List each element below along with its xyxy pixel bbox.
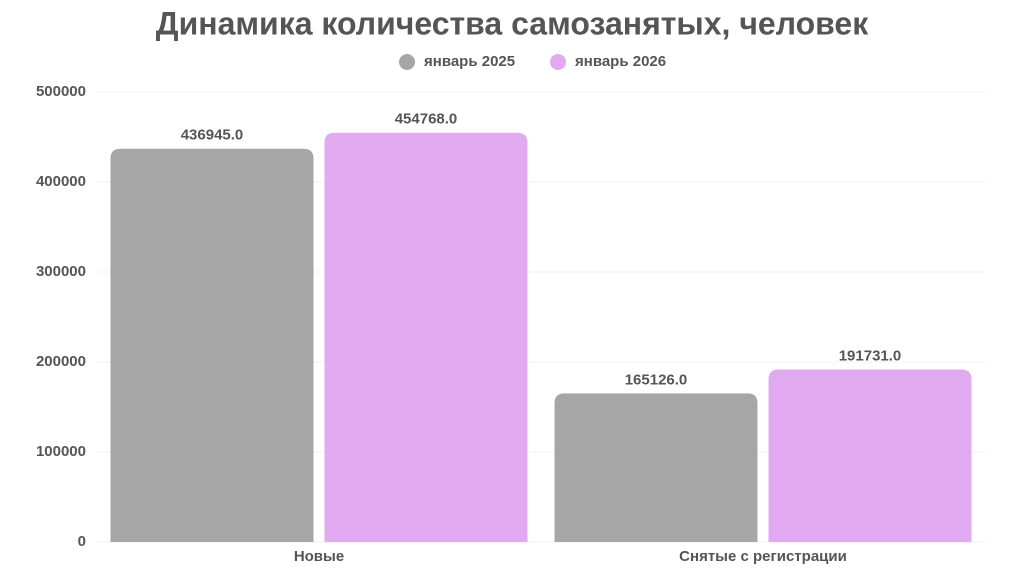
value-label: 454768.0: [395, 111, 458, 128]
legend-marker: [399, 54, 415, 70]
value-label: 165126.0: [625, 371, 688, 388]
y-tick-label: 0: [78, 533, 86, 550]
bar: [110, 148, 314, 542]
bar: [554, 393, 758, 542]
bar: [324, 132, 528, 542]
y-tick-label: 300000: [36, 263, 86, 280]
x-tick-label: Новые: [294, 548, 344, 565]
legend-label: январь 2026: [575, 53, 666, 70]
y-tick-label: 200000: [36, 353, 86, 370]
chart-title: Динамика количества самозанятых, человек: [156, 5, 869, 41]
x-tick-label: Снятые с регистрации: [679, 548, 847, 565]
y-tick-label: 400000: [36, 173, 86, 190]
value-label: 436945.0: [181, 127, 244, 144]
legend-label: январь 2025: [424, 53, 515, 70]
y-tick-label: 500000: [36, 83, 86, 100]
legend-marker: [550, 54, 566, 70]
value-label: 191731.0: [839, 347, 902, 364]
bar: [768, 369, 972, 542]
y-tick-label: 100000: [36, 443, 86, 460]
